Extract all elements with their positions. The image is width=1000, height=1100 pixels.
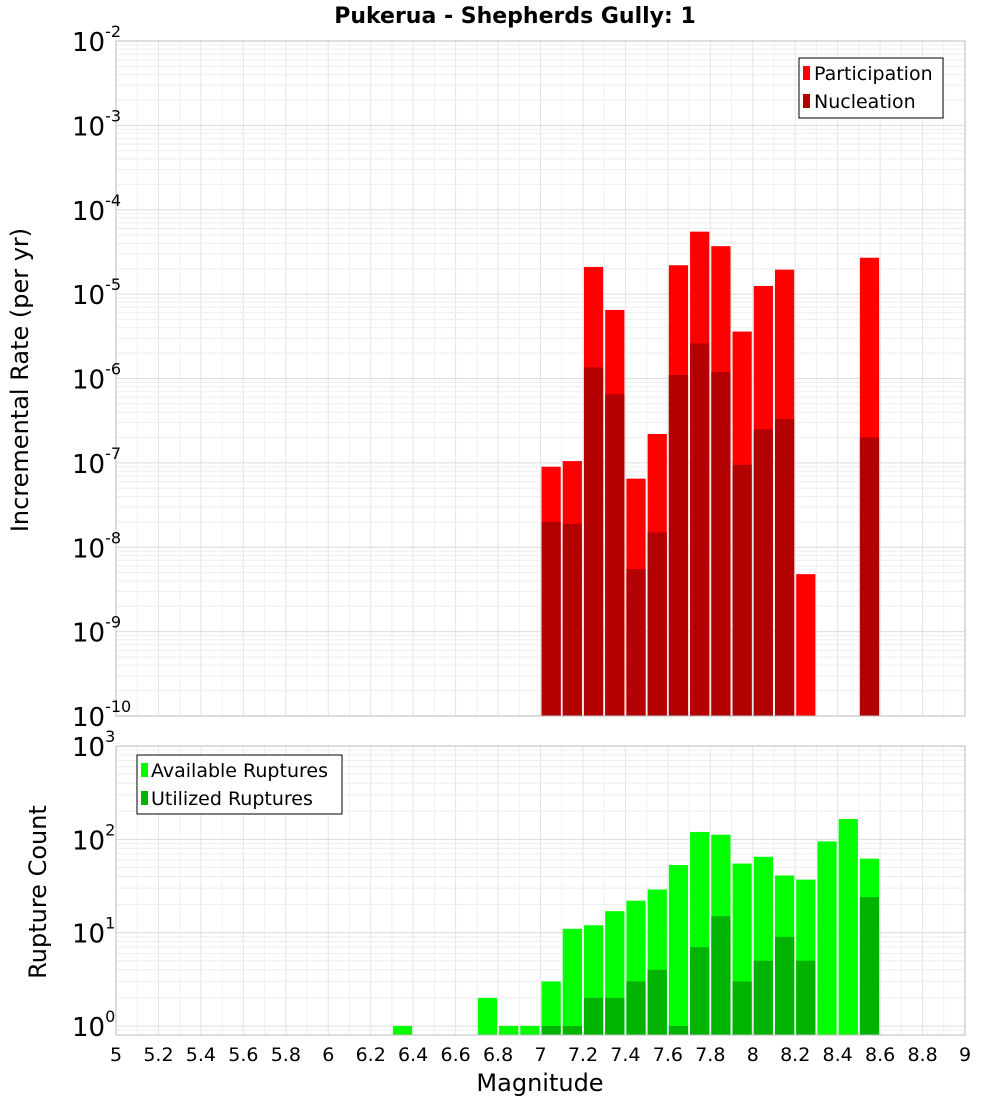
x-tick-label: 8.4 [823, 1044, 853, 1066]
x-tick-label: 8.6 [865, 1044, 895, 1066]
x-tick-label: 7.4 [610, 1044, 640, 1066]
incremental-rate-y-ticks: 10-10 10-9 10-8 10-7 10-6 10-5 10-4 10-3 10-2 [72, 22, 131, 733]
y-tick-label: 10-4 [72, 191, 121, 227]
legend-swatch-nucleation [803, 94, 810, 108]
rupture-count-panel: 100 101 102 103 Rupture Count Available Rup… [24, 727, 966, 1043]
incremental-rate-panel: 10-10 10-9 10-8 10-7 10-6 10-5 10-4 10-3 10-2 In… [6, 22, 966, 733]
bar-utilized-ruptures [732, 981, 752, 1035]
x-tick-label: 5.6 [228, 1044, 258, 1066]
x-tick-label: 7.8 [695, 1044, 725, 1066]
rupture-count-plot-border [115, 745, 966, 1036]
bar-nucleation [732, 464, 752, 716]
bar-utilized-ruptures [562, 1025, 582, 1035]
y-tick-label: 10-6 [72, 360, 121, 396]
bar-available-ruptures [477, 997, 498, 1035]
bar-available-ruptures [668, 865, 689, 1035]
bar-nucleation [690, 343, 710, 716]
y-tick-label: 10-5 [72, 275, 121, 311]
x-tick-label: 6.4 [398, 1044, 428, 1066]
legend-swatch-utilized-ruptures [141, 791, 148, 805]
bar-participation [796, 574, 816, 716]
bar-available-ruptures [562, 928, 582, 1035]
bar-nucleation [562, 523, 582, 716]
bar-available-ruptures [520, 1025, 540, 1035]
incremental-rate-bars [541, 231, 880, 716]
y-tick-label: 10-8 [72, 528, 121, 564]
y-tick-label: 100 [72, 1007, 115, 1043]
bar-utilized-ruptures [859, 897, 880, 1035]
bar-utilized-ruptures [583, 997, 604, 1035]
bar-available-ruptures [499, 1025, 519, 1035]
x-tick-label: 5.2 [143, 1044, 173, 1066]
rupture-count-y-axis-label: Rupture Count [24, 805, 52, 979]
incremental-rate-plot-border [115, 40, 966, 717]
bar-nucleation [541, 521, 561, 716]
bar-nucleation [668, 375, 689, 716]
bar-utilized-ruptures [647, 969, 667, 1035]
bar-available-ruptures [838, 819, 858, 1035]
rupture-count-legend: Available Ruptures Utilized Ruptures [136, 754, 343, 815]
y-tick-label: 101 [72, 914, 115, 950]
legend-label-utilized-ruptures: Utilized Ruptures [151, 788, 313, 810]
bar-utilized-ruptures [668, 1025, 689, 1035]
bar-utilized-ruptures [541, 1025, 561, 1035]
bar-available-ruptures [392, 1025, 413, 1035]
legend-label-nucleation: Nucleation [814, 91, 916, 113]
bar-utilized-ruptures [753, 960, 773, 1035]
y-tick-label: 10-7 [72, 444, 121, 480]
x-tick-label: 6.6 [440, 1044, 470, 1066]
y-tick-label: 10-3 [72, 106, 121, 142]
bar-nucleation [859, 437, 880, 716]
magnitude-x-ticks: 5 5.2 5.4 5.6 5.8 6 6.2 6.4 6.6 6.8 7 7.2 7.4 7.6 7.8 8… [110, 1044, 971, 1066]
legend-label-available-ruptures: Available Ruptures [151, 760, 328, 782]
bar-utilized-ruptures [711, 916, 731, 1035]
incremental-rate-legend: Participation Nucleation [798, 57, 944, 119]
y-tick-label: 10-10 [72, 697, 131, 733]
bar-utilized-ruptures [690, 947, 710, 1035]
bar-available-ruptures [817, 841, 837, 1035]
x-tick-label: 7.6 [653, 1044, 683, 1066]
legend-swatch-available-ruptures [141, 763, 148, 777]
bar-utilized-ruptures [626, 981, 646, 1035]
y-tick-label: 102 [72, 820, 115, 856]
x-axis-label: Magnitude [476, 1069, 603, 1097]
bar-utilized-ruptures [774, 936, 795, 1035]
bar-nucleation [605, 394, 625, 716]
y-tick-label: 10-2 [72, 22, 121, 58]
x-tick-label: 8.8 [907, 1044, 937, 1066]
x-tick-label: 6.8 [483, 1044, 513, 1066]
legend-swatch-participation [803, 66, 810, 80]
bar-nucleation [583, 367, 604, 716]
bar-utilized-ruptures [605, 997, 625, 1035]
bar-nucleation [774, 419, 795, 716]
x-tick-label: 7 [534, 1044, 546, 1066]
x-tick-label: 5.4 [186, 1044, 216, 1066]
x-tick-label: 7.2 [568, 1044, 598, 1066]
x-tick-label: 9 [959, 1044, 971, 1066]
x-tick-label: 5.8 [271, 1044, 301, 1066]
bar-nucleation [626, 569, 646, 716]
bar-utilized-ruptures [796, 960, 816, 1035]
rupture-count-y-ticks: 100 101 102 103 [72, 727, 115, 1043]
legend-box [798, 57, 944, 119]
x-tick-label: 6 [322, 1044, 334, 1066]
x-tick-label: 8 [747, 1044, 759, 1066]
bar-nucleation [753, 429, 773, 716]
legend-label-participation: Participation [814, 63, 933, 85]
y-tick-label: 103 [72, 727, 115, 763]
x-tick-label: 8.2 [780, 1044, 810, 1066]
bar-available-ruptures [541, 981, 561, 1035]
legend-box [136, 754, 343, 815]
chart-title: Pukerua - Shepherds Gully: 1 [334, 4, 696, 29]
incremental-rate-y-axis-label: Incremental Rate (per yr) [6, 228, 34, 532]
x-tick-label: 5 [110, 1044, 122, 1066]
rupture-count-bars [392, 819, 880, 1035]
bar-nucleation [711, 371, 731, 716]
y-tick-label: 10-9 [72, 613, 121, 649]
x-tick-label: 6.2 [356, 1044, 386, 1066]
incremental-rate-gridlines [115, 40, 966, 717]
bar-nucleation [647, 532, 667, 716]
